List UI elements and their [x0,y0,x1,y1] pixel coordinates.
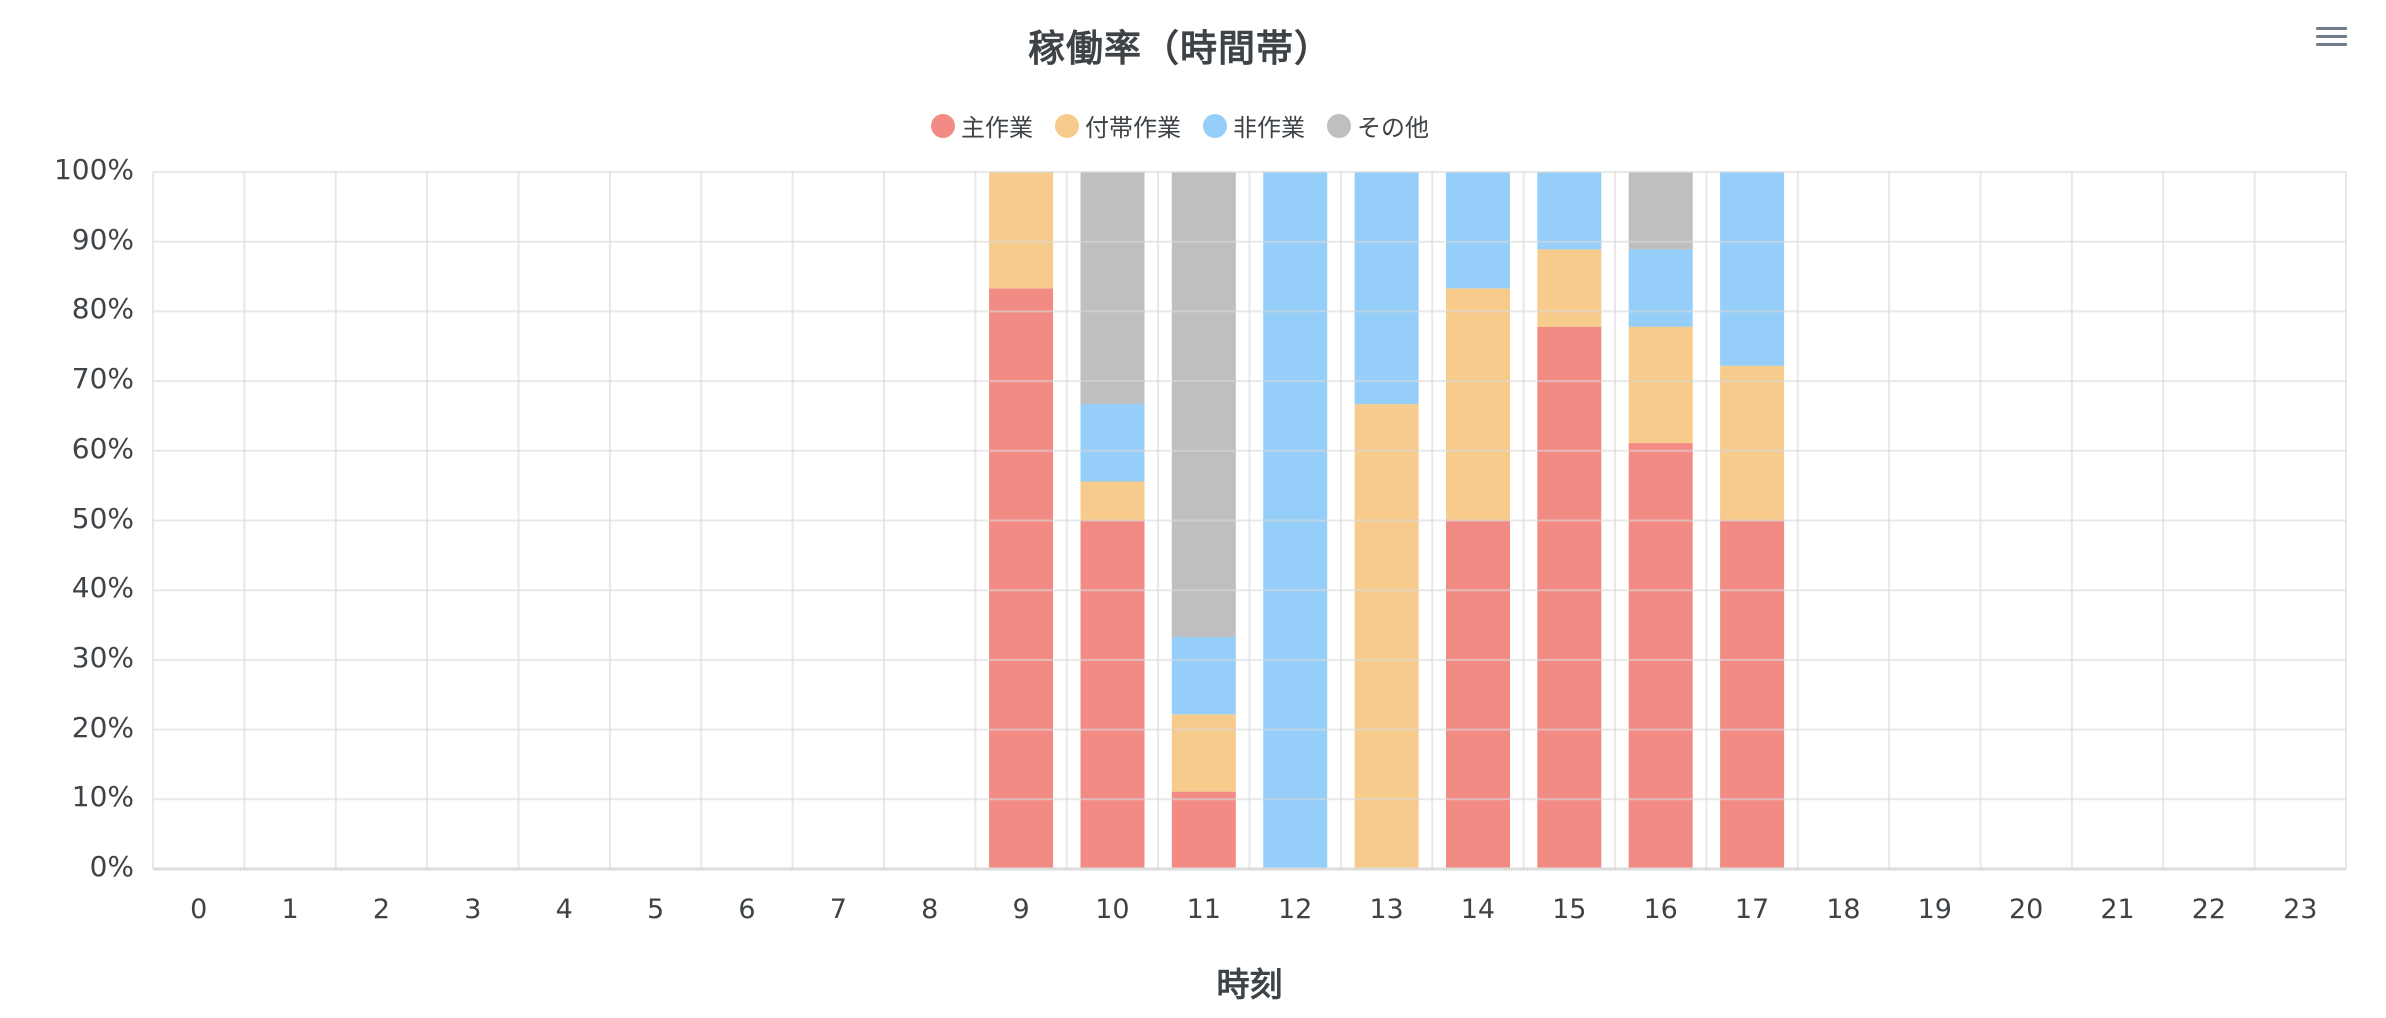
bar-segment[interactable] [1171,714,1236,792]
y-tick-label: 30% [71,640,134,674]
x-tick-label: 4 [555,894,573,925]
y-tick-label: 10% [71,780,134,814]
x-tick-label: 3 [464,894,482,925]
y-tick-label: 90% [71,222,134,256]
x-tick-label: 7 [829,894,847,925]
y-tick-label: 20% [71,710,134,744]
legend-label: 主作業 [961,114,1033,142]
legend-item-non-work[interactable]: 非作業 [1203,108,1305,143]
x-tick-label: 8 [921,894,939,925]
legend-dot-icon [1203,113,1227,138]
bar-segment[interactable] [1446,520,1510,870]
bar-segment[interactable] [1446,288,1510,521]
bar-segment[interactable] [1171,172,1236,637]
bar-segment[interactable] [1537,249,1602,327]
x-tick-label: 5 [646,894,665,925]
bar-segment[interactable] [1628,172,1693,250]
y-tick-label: 40% [71,571,134,605]
legend-dot-icon [1327,113,1351,138]
x-tick-label: 20 [2009,894,2044,925]
x-tick-label: 22 [2191,894,2227,925]
bar-segment[interactable] [1628,326,1693,444]
legend-label: 付帯作業 [1085,114,1181,142]
hamburger-menu-icon [2316,27,2347,30]
x-tick-label: 1 [281,894,299,925]
x-tick-label: 13 [1369,894,1404,925]
x-tick-label: 19 [1917,894,1952,925]
x-tick-label: 23 [2283,894,2318,925]
x-tick-label: 21 [2100,894,2135,925]
x-tick-label: 9 [1012,894,1030,925]
bar-segment[interactable] [1080,481,1145,521]
y-tick-label: 50% [71,501,134,535]
x-tick-label: 15 [1552,894,1587,925]
legend-item-other[interactable]: その他 [1327,108,1429,143]
bar-segment[interactable] [1720,520,1785,870]
y-tick-label: 70% [71,362,134,396]
bar-segment[interactable] [1446,172,1510,289]
x-tick-label: 18 [1826,894,1861,925]
legend-item-incidental-work[interactable]: 付帯作業 [1055,108,1181,143]
legend-dot-icon [931,113,955,138]
legend-label: 非作業 [1233,114,1305,142]
hamburger-menu-icon-line [2316,43,2347,46]
x-tick-label: 14 [1460,894,1496,925]
legend-item-main-work[interactable]: 主作業 [931,108,1033,143]
bar-segment[interactable] [1171,636,1236,715]
bar-segment[interactable] [1537,326,1602,869]
x-tick-label: 10 [1095,894,1130,925]
chart-menu-button[interactable] [2310,20,2354,54]
y-tick-label: 0% [89,850,134,883]
bar-segment[interactable] [989,288,1054,869]
bar-segment[interactable] [1080,404,1145,482]
chart-title: 稼働率（時間帯） [1028,27,1332,70]
bar-segment[interactable] [1171,791,1236,869]
hamburger-menu-icon-line [2316,35,2347,38]
y-tick-label: 60% [71,431,134,465]
x-tick-label: 0 [190,894,208,925]
y-tick-label: 80% [71,292,134,326]
bar-segment[interactable] [1720,365,1785,521]
x-tick-label: 6 [738,894,756,925]
bar-segment[interactable] [1537,172,1602,250]
bar-segment[interactable] [989,172,1054,289]
bar-segment[interactable] [1628,443,1693,869]
chart-legend: 主作業 付帯作業 非作業 その他 [0,108,2360,143]
x-tick-label: 16 [1643,894,1678,925]
bar-segment[interactable] [1628,249,1693,327]
y-tick-label: 100% [53,153,134,186]
legend-dot-icon [1055,113,1079,138]
x-tick-label: 2 [372,894,391,925]
bar-segment[interactable] [1354,404,1419,869]
bar-segment[interactable] [1080,520,1145,870]
x-tick-label: 17 [1734,894,1770,925]
bar-segment[interactable] [1720,172,1785,366]
bar-segment[interactable] [1080,172,1145,405]
x-axis-title: 時刻 [1216,965,1283,1004]
x-tick-label: 12 [1278,894,1313,925]
bar-segment[interactable] [1354,172,1419,405]
legend-label: その他 [1357,114,1429,142]
x-tick-label: 11 [1186,894,1221,925]
